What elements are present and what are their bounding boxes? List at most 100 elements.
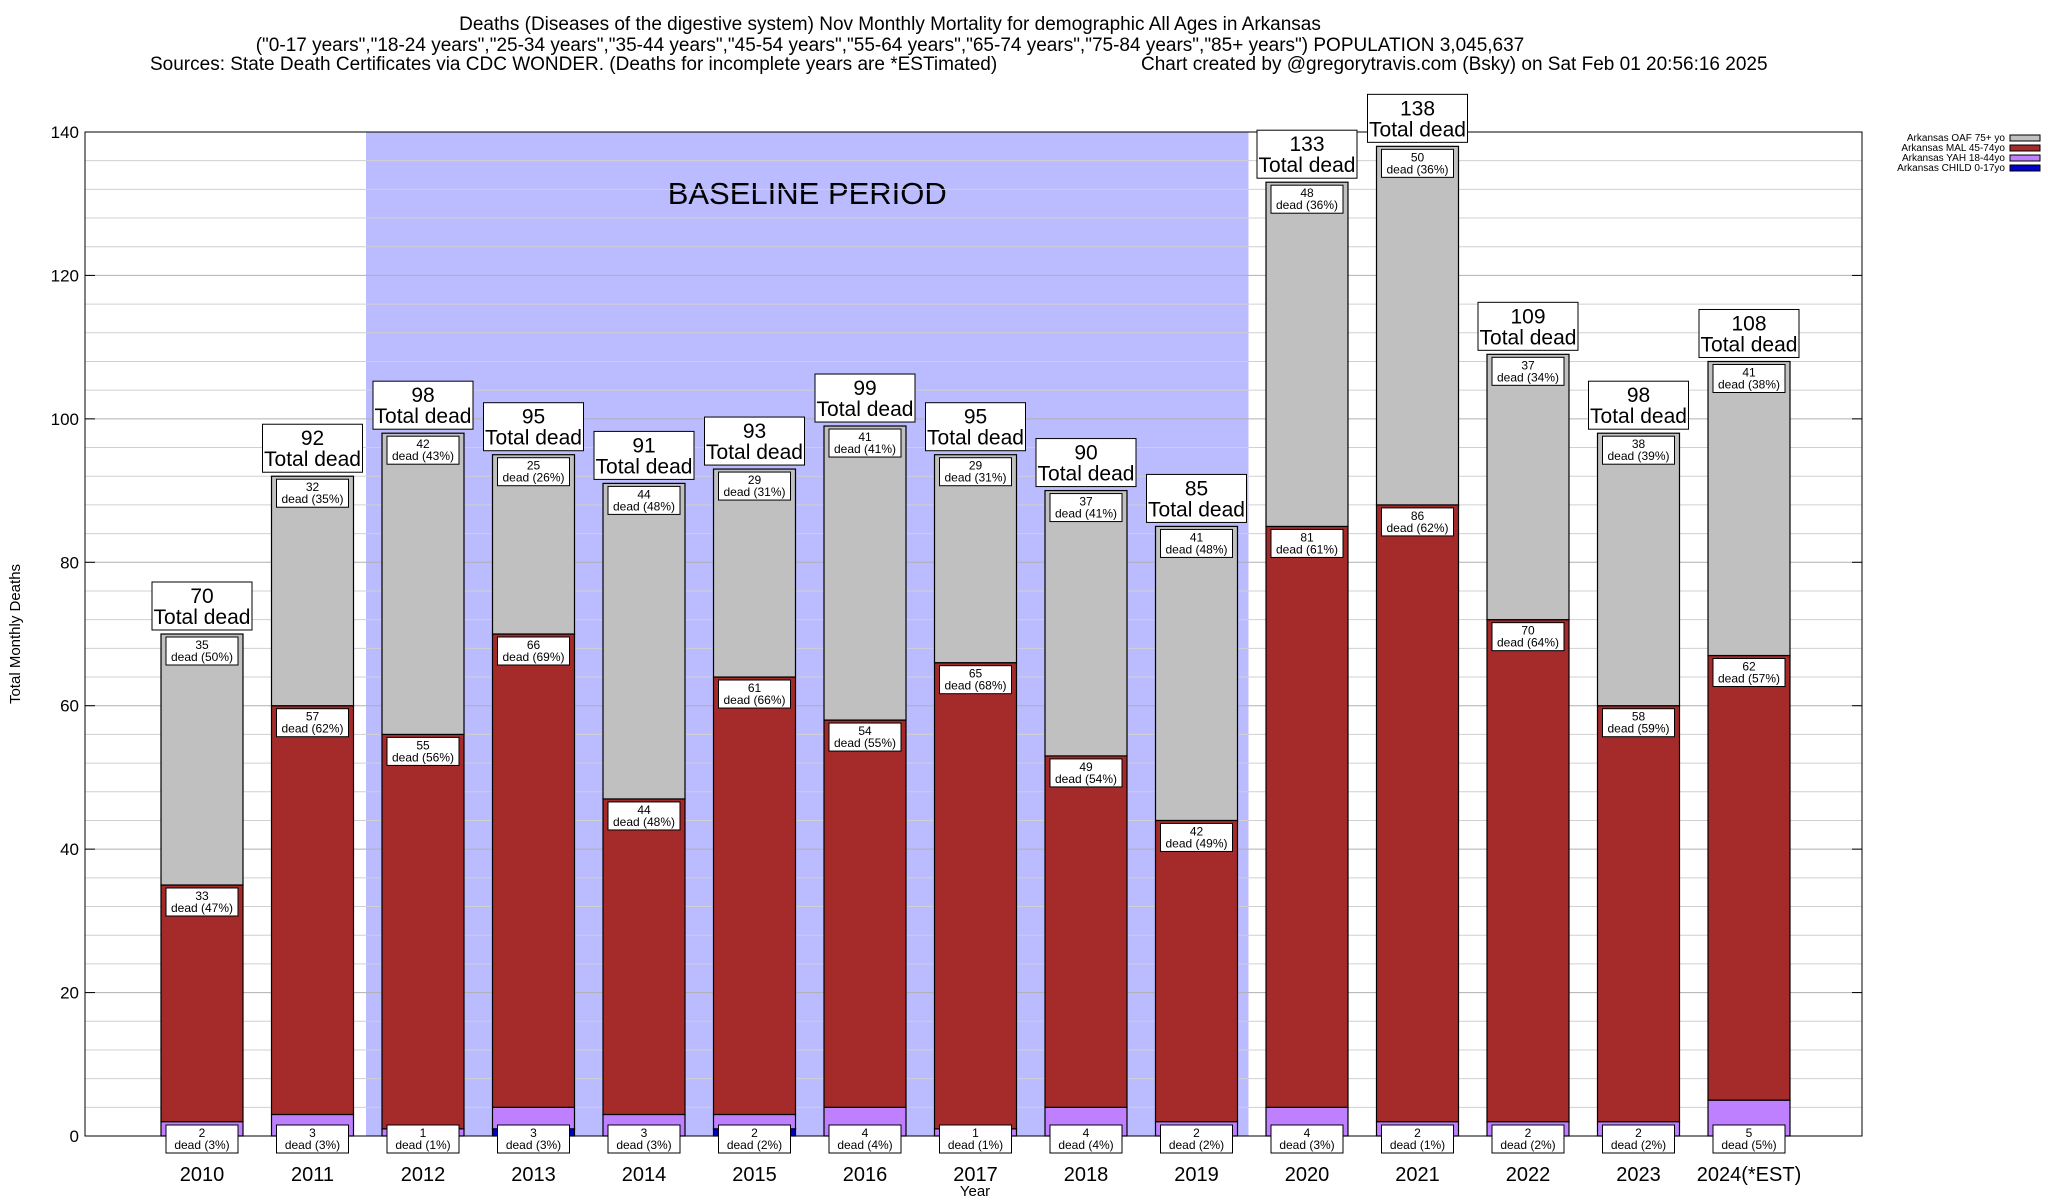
segment-label-box xyxy=(1602,1124,1675,1154)
total-label-box xyxy=(1146,473,1247,523)
chart-source-note: Sources: State Death Certificates via CD… xyxy=(150,54,998,75)
total-value-label: 90 xyxy=(1074,442,1097,465)
x-tick-label: 2019 xyxy=(1174,1164,1219,1186)
total-value-label: 138 xyxy=(1400,97,1435,120)
x-tick-label: 2012 xyxy=(401,1164,446,1186)
segment-percent-label: dead (69%) xyxy=(502,650,564,664)
segment-percent-label: dead (1%) xyxy=(1390,1138,1445,1152)
segment-value-label: 57 xyxy=(306,710,320,724)
bar-segment xyxy=(823,719,907,1108)
segment-percent-label: dead (34%) xyxy=(1497,370,1559,384)
bar-segment xyxy=(712,468,797,678)
chart-credit: Chart created by @gregorytravis.com (Bsk… xyxy=(1141,54,1768,75)
segment-label-box xyxy=(1491,1124,1565,1154)
segment-label-box xyxy=(1160,528,1233,558)
bar-segment xyxy=(1265,181,1349,528)
segment-value-label: 38 xyxy=(1632,437,1646,451)
segment-label-box xyxy=(607,485,681,515)
y-axis-title: Total Monthly Deaths xyxy=(7,564,24,704)
segment-percent-label: dead (56%) xyxy=(392,750,454,764)
segment-percent-label: dead (1%) xyxy=(948,1138,1003,1152)
segment-value-label: 1 xyxy=(420,1126,427,1140)
total-dead-label: Total dead xyxy=(706,441,803,464)
total-dead-label: Total dead xyxy=(596,455,693,478)
segment-label-box xyxy=(828,722,902,752)
segment-value-label: 49 xyxy=(1079,760,1093,774)
total-value-label: 85 xyxy=(1185,477,1208,500)
segment-label-box xyxy=(1491,622,1565,652)
segment-label-box xyxy=(386,736,460,766)
segment-label-box xyxy=(939,457,1012,487)
segment-label-box xyxy=(1270,1124,1344,1154)
segment-value-label: 48 xyxy=(1300,186,1314,200)
segment-percent-label: dead (36%) xyxy=(1276,198,1338,212)
total-label-box xyxy=(1367,93,1468,143)
bar-segment xyxy=(1044,489,1128,757)
segment-value-label: 29 xyxy=(969,459,983,473)
total-label-box xyxy=(1256,129,1358,179)
segment-value-label: 4 xyxy=(862,1126,869,1140)
segment-percent-label: dead (62%) xyxy=(1386,521,1448,535)
y-tick-label: 140 xyxy=(51,123,79,142)
bar-segment xyxy=(602,482,686,800)
segment-percent-label: dead (48%) xyxy=(613,815,675,829)
segment-value-label: 3 xyxy=(309,1126,316,1140)
segment-percent-label: dead (48%) xyxy=(1165,542,1227,556)
segment-label-box xyxy=(276,1124,349,1154)
total-dead-label: Total dead xyxy=(1590,405,1687,428)
bar-segment xyxy=(1596,705,1681,1123)
segment-label-box xyxy=(1712,363,1786,393)
bar-segment xyxy=(1596,432,1681,707)
segment-value-label: 2 xyxy=(751,1126,758,1140)
segment-percent-label: dead (35%) xyxy=(281,492,343,506)
segment-label-box xyxy=(828,1124,902,1154)
segment-value-label: 37 xyxy=(1079,495,1093,509)
segment-label-box xyxy=(1712,658,1786,688)
segment-percent-label: dead (36%) xyxy=(1386,162,1448,176)
total-value-label: 108 xyxy=(1731,312,1766,335)
segment-label-box xyxy=(1381,507,1454,537)
total-dead-label: Total dead xyxy=(927,427,1024,450)
bar-segment xyxy=(160,884,244,1123)
total-dead-label: Total dead xyxy=(1480,326,1577,349)
total-value-label: 70 xyxy=(190,585,213,608)
total-value-label: 95 xyxy=(964,406,987,429)
legend-swatch xyxy=(2009,164,2041,172)
y-tick-label: 0 xyxy=(70,1127,79,1146)
segment-label-box xyxy=(1381,148,1454,178)
segment-label-box xyxy=(1049,1124,1123,1154)
segment-label-box xyxy=(1381,1124,1454,1154)
segment-label-box xyxy=(1160,822,1233,852)
bar-segment xyxy=(1486,619,1570,1123)
segment-label-box xyxy=(718,679,791,709)
segment-value-label: 4 xyxy=(1304,1126,1311,1140)
y-tick-label: 100 xyxy=(51,410,79,429)
bar-segment xyxy=(381,432,465,736)
segment-label-box xyxy=(1160,1124,1233,1154)
segment-percent-label: dead (3%) xyxy=(1279,1138,1334,1152)
y-tick-label: 80 xyxy=(60,553,79,572)
segment-percent-label: dead (31%) xyxy=(944,471,1006,485)
segment-label-box xyxy=(497,1124,570,1154)
segment-percent-label: dead (3%) xyxy=(174,1138,229,1152)
segment-percent-label: dead (41%) xyxy=(1055,507,1117,521)
